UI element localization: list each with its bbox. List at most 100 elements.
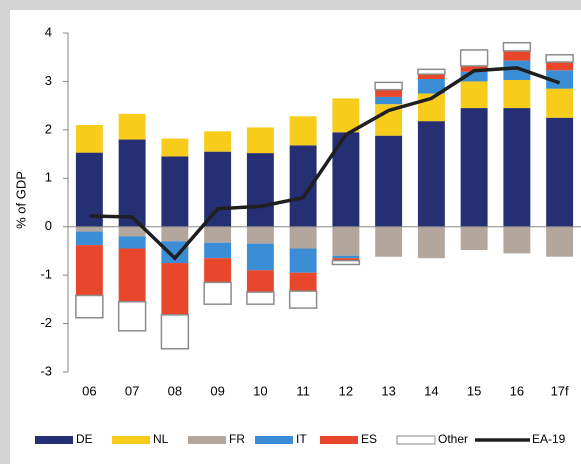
x-tick-label: 11: [296, 383, 310, 398]
bar: [331, 259, 361, 266]
bar: [75, 226, 103, 232]
bar: [75, 245, 103, 296]
bar: [503, 226, 531, 254]
bar: [374, 81, 403, 91]
bar: [117, 301, 147, 332]
legend-label: EA-19: [532, 432, 566, 446]
bar: [288, 290, 318, 309]
bar: [417, 226, 445, 259]
x-tick-label: 13: [381, 383, 395, 398]
x-tick-label: 12: [339, 383, 353, 398]
bar: [460, 108, 488, 227]
bar: [503, 79, 531, 109]
bar: [417, 79, 445, 94]
bar: [161, 156, 189, 227]
bar: [375, 89, 403, 97]
y-tick-label: -3: [40, 363, 52, 378]
bar: [503, 60, 531, 80]
bar: [161, 263, 189, 315]
bar: [503, 108, 531, 227]
bar: [204, 151, 232, 227]
bar: [246, 127, 274, 154]
legend-label: IT: [296, 432, 307, 446]
legend-swatch: [255, 436, 293, 444]
bar: [75, 152, 103, 227]
legend-swatch: [112, 436, 150, 444]
x-tick-label: 08: [168, 383, 182, 398]
line: [89, 66, 561, 261]
bar: [160, 314, 190, 350]
bar: [460, 226, 488, 250]
x-tick-label: 14: [424, 383, 438, 398]
legend-swatch: [188, 436, 226, 444]
y-tick-label: 2: [45, 121, 52, 136]
bar: [204, 226, 232, 243]
bar: [75, 125, 103, 153]
bar: [203, 281, 232, 305]
bar: [118, 248, 146, 302]
bar: [289, 226, 317, 249]
legend-swatch: [320, 436, 358, 444]
x-tick-label: 15: [467, 383, 481, 398]
bar: [161, 138, 189, 157]
bar: [246, 153, 274, 227]
x-tick-label: 17f: [551, 383, 569, 398]
bar: [417, 121, 445, 227]
bar: [502, 41, 532, 52]
bar: [459, 49, 489, 67]
x-tick-label: 06: [82, 383, 96, 398]
bar: [546, 117, 574, 227]
y-tick-label: -2: [40, 315, 52, 330]
bar: [75, 231, 103, 246]
y-axis-label: % of GDP: [13, 171, 28, 229]
bar: [332, 226, 360, 256]
bar: [375, 226, 403, 257]
bar: [503, 50, 531, 61]
bar: [546, 88, 574, 118]
bar: [204, 258, 232, 283]
bar: [118, 113, 146, 140]
y-tick-label: 4: [45, 24, 52, 39]
bar: [246, 291, 275, 305]
bar: [417, 74, 445, 80]
bar: [546, 70, 574, 89]
bar: [375, 135, 403, 227]
bar: [246, 226, 274, 244]
bar: [246, 270, 274, 293]
legend-swatch: [396, 435, 436, 445]
legend-label: NL: [153, 432, 169, 446]
bar: [204, 242, 232, 259]
bar: [118, 139, 146, 227]
bar: [460, 71, 488, 82]
legend-label: Other: [438, 432, 468, 446]
bar: [289, 116, 317, 146]
bar: [332, 255, 360, 259]
bar: [332, 98, 360, 133]
bar: [161, 241, 189, 264]
y-tick-label: 3: [45, 73, 52, 88]
bar: [118, 226, 146, 237]
bar: [332, 258, 360, 261]
bar: [161, 226, 189, 242]
y-tick-label: -1: [40, 267, 52, 282]
y-tick-label: 0: [45, 218, 52, 233]
bar: [289, 248, 317, 273]
bar: [546, 62, 574, 71]
legend-label: ES: [361, 432, 377, 446]
legend-swatch: [35, 436, 73, 444]
legend-label: DE: [76, 432, 93, 446]
x-tick-label: 07: [125, 383, 139, 398]
bar: [546, 226, 574, 257]
legend-label: FR: [229, 432, 245, 446]
x-tick-label: 10: [253, 383, 267, 398]
bar: [246, 243, 274, 271]
bar: [460, 81, 488, 109]
bar: [460, 65, 488, 72]
bar: [417, 68, 446, 75]
bar: [204, 131, 232, 152]
y-tick-label: 1: [45, 170, 52, 185]
x-tick-label: 16: [510, 383, 524, 398]
bar: [545, 54, 574, 63]
